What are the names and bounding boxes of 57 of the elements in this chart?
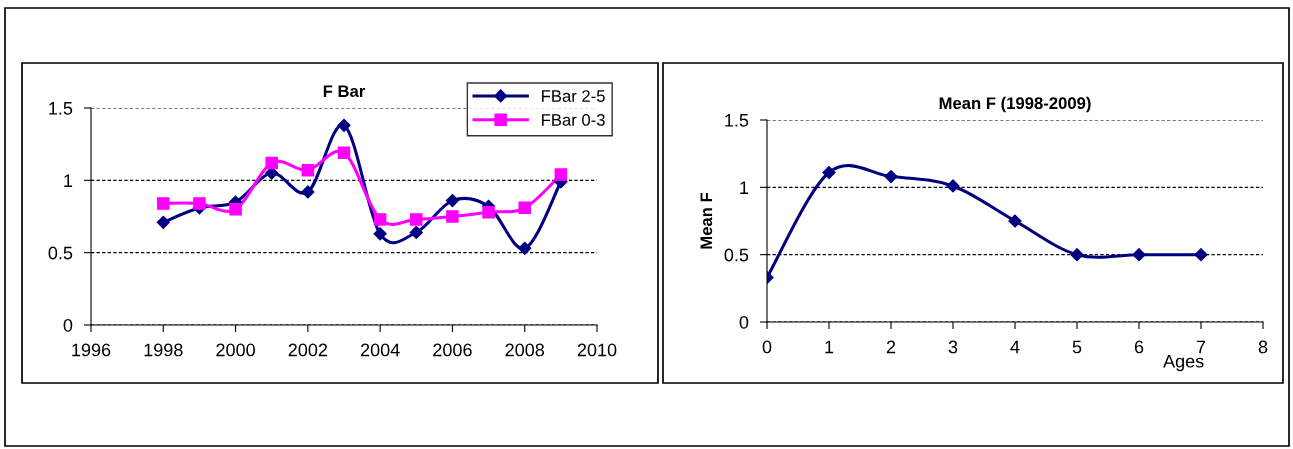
y-tick-label: 0 [739,315,749,329]
x-tick-label: 2002 [288,343,328,357]
point [373,213,387,226]
point [301,163,315,177]
y-tick-label: 0 [63,318,73,332]
x-axis-title: Ages [1163,354,1204,372]
point [1132,248,1146,262]
x-tick-label: 1996 [72,343,111,357]
point [946,179,960,193]
point [337,118,351,132]
chart-title: Mean F (1998-2009) [939,96,1091,113]
x-tick-label: 6 [1134,340,1144,354]
point [445,193,460,208]
x-tick-label: 2010 [577,343,617,357]
point [410,213,423,226]
x-tick-label: 2006 [433,343,472,357]
x-tick-label: 2000 [216,343,255,357]
x-tick-label: 1998 [144,343,183,357]
y-tick-label: 1 [64,174,73,187]
x-tick-label: 4 [1010,340,1020,354]
point [337,146,351,160]
y-tick-label: 1 [740,181,749,194]
x-tick-label: 7 [1196,340,1206,354]
point [193,197,206,210]
point [229,203,242,216]
point [1008,214,1022,228]
x-tick-label: 0 [762,340,772,354]
x-tick-label: 2008 [505,343,545,357]
point [373,227,387,241]
y-tick-label: 1.5 [725,114,749,127]
point [518,201,531,215]
point [157,197,170,210]
y-tick-label: 0.5 [724,248,749,262]
legend-label: FBar 0-3 [542,114,605,126]
point [156,215,170,229]
y-tick-label: 1.5 [49,102,73,115]
x-tick-label: 2 [886,340,896,354]
y-axis-title: Mean F [700,192,713,249]
x-tick-label: 1 [825,340,834,354]
point [518,241,532,255]
x-tick-label: 3 [948,340,958,354]
chart-title: F Bar [323,85,366,98]
point [554,168,568,181]
point [884,169,898,184]
point [1194,248,1208,262]
point [409,225,423,240]
x-tick-label: 5 [1072,340,1082,354]
point [301,185,315,199]
point [265,156,278,170]
y-tick-label: 0.5 [48,246,73,260]
legend-label: FBar 2-5 [542,90,605,102]
point [1070,248,1084,262]
point [822,165,836,180]
x-tick-label: 2004 [360,343,400,357]
point [482,205,495,219]
point [446,210,459,223]
x-tick-label: 8 [1258,340,1268,354]
